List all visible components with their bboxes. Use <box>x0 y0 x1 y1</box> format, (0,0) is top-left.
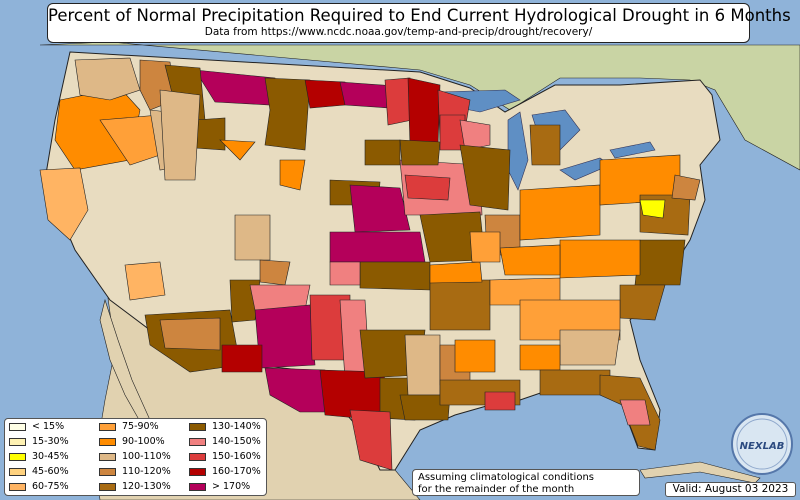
legend-item: 90-100% <box>99 436 165 447</box>
legend-label: 45-60% <box>32 466 69 477</box>
legend-label: 110-120% <box>122 466 171 477</box>
legend-swatch <box>99 467 116 476</box>
legend: < 15% 15-30% 30-45% 45-60% 60-75% 75-90% 90-10… <box>4 418 267 496</box>
legend-item: 140-150% <box>189 436 261 447</box>
legend-item: 160-170% <box>189 466 261 477</box>
legend-label: 75-90% <box>122 421 159 432</box>
legend-label: 130-140% <box>212 421 261 432</box>
legend-swatch <box>9 437 26 446</box>
logo-text: NEXLAB <box>740 441 785 452</box>
drought-regions <box>39 57 701 471</box>
legend-swatch <box>99 422 116 431</box>
nexlab-logo: NEXLAB <box>731 413 793 475</box>
legend-swatch <box>189 452 206 461</box>
legend-label: > 170% <box>212 481 251 492</box>
title-box: Percent of Normal Precipitation Required… <box>47 3 791 43</box>
legend-swatch <box>99 452 116 461</box>
legend-label: 30-45% <box>32 451 69 462</box>
legend-item: 110-120% <box>99 466 171 477</box>
legend-swatch <box>189 482 206 491</box>
legend-label: < 15% <box>32 421 65 432</box>
legend-swatch <box>189 437 206 446</box>
legend-item: 60-75% <box>9 481 69 492</box>
legend-swatch <box>9 482 26 491</box>
legend-item: 45-60% <box>9 466 69 477</box>
legend-item: 120-130% <box>99 481 171 492</box>
legend-item: 75-90% <box>99 421 159 432</box>
legend-swatch <box>9 422 26 431</box>
legend-swatch <box>189 467 206 476</box>
map-subtitle: Data from https://www.ncdc.noaa.gov/temp… <box>204 26 593 38</box>
legend-item: 130-140% <box>189 421 261 432</box>
note-line-1: Assuming climatological conditions <box>418 472 594 483</box>
assumption-note: Assuming climatological conditions for t… <box>412 469 640 496</box>
legend-item: 100-110% <box>99 451 171 462</box>
map-title: Percent of Normal Precipitation Required… <box>48 6 791 25</box>
legend-swatch <box>9 452 26 461</box>
legend-label: 150-160% <box>212 451 261 462</box>
legend-swatch <box>99 482 116 491</box>
canada-land <box>39 41 800 171</box>
legend-label: 60-75% <box>32 481 69 492</box>
legend-label: 160-170% <box>212 466 261 477</box>
legend-label: 90-100% <box>122 436 165 447</box>
legend-label: 140-150% <box>212 436 261 447</box>
legend-item: < 15% <box>9 421 64 432</box>
legend-label: 15-30% <box>32 436 69 447</box>
legend-swatch <box>189 422 206 431</box>
legend-item: > 170% <box>189 481 250 492</box>
legend-item: 15-30% <box>9 436 69 447</box>
note-line-2: for the remainder of the month <box>418 483 575 495</box>
legend-swatch <box>9 467 26 476</box>
legend-swatch <box>99 437 116 446</box>
legend-item: 30-45% <box>9 451 69 462</box>
valid-date: Valid: August 03 2023 <box>665 482 796 497</box>
legend-label: 100-110% <box>122 451 171 462</box>
legend-label: 120-130% <box>122 481 171 492</box>
legend-item: 150-160% <box>189 451 261 462</box>
